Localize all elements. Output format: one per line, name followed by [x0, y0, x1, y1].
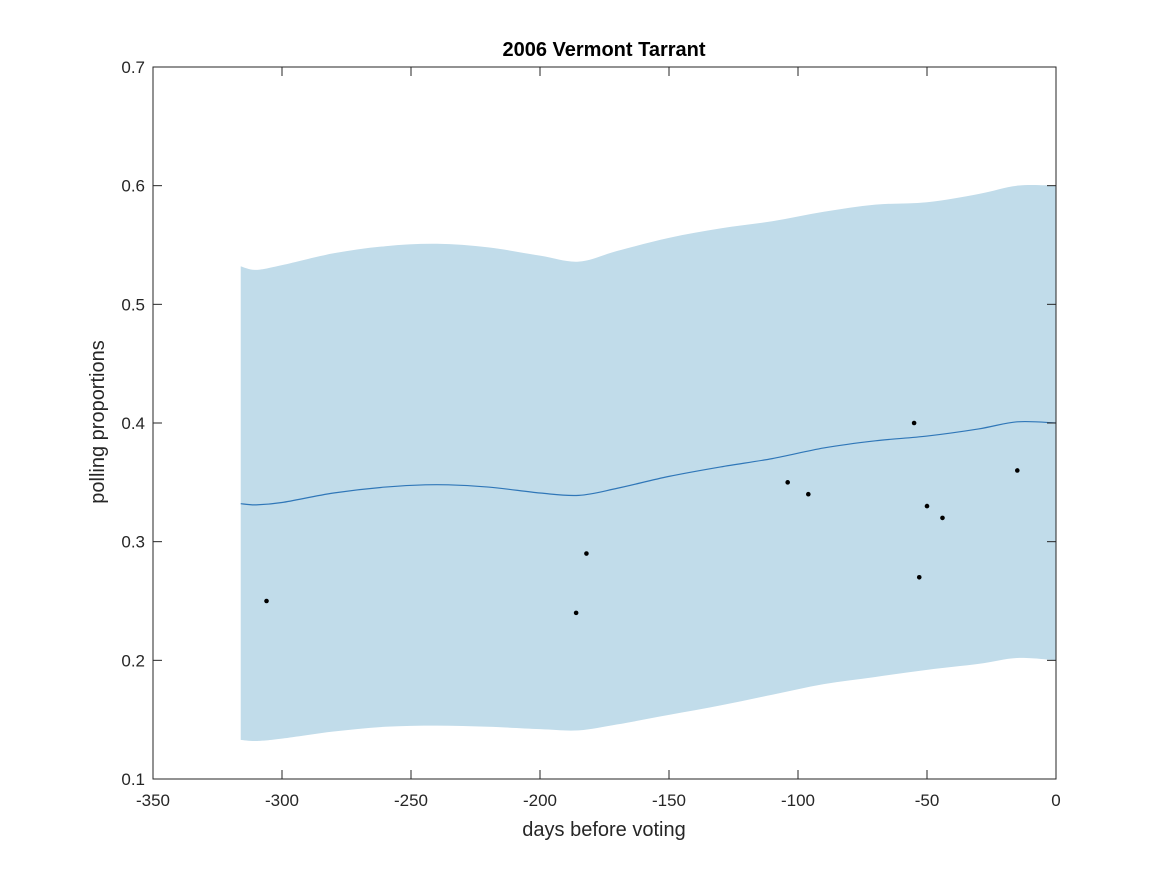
x-tick-label: -100	[781, 791, 815, 810]
chart-title: 2006 Vermont Tarrant	[502, 39, 705, 61]
poll-point	[940, 515, 945, 521]
y-tick-label: 0.1	[121, 770, 145, 789]
y-tick-label: 0.2	[121, 651, 145, 670]
y-tick-label: 0.6	[121, 177, 145, 196]
x-tick-label: -150	[652, 791, 686, 810]
mean-trend-line	[240, 420, 1057, 506]
x-tick-label: -50	[915, 791, 940, 810]
plot-area	[240, 185, 1057, 742]
x-tick-label: -300	[265, 791, 299, 810]
y-tick-label: 0.5	[121, 295, 145, 314]
poll-point	[911, 420, 917, 426]
y-tick-label: 0.7	[121, 58, 145, 77]
x-tick-label: -350	[136, 791, 170, 810]
poll-point	[264, 598, 269, 604]
x-tick-label: -250	[394, 791, 428, 810]
poll-point	[573, 610, 579, 616]
y-tick-label: 0.3	[121, 533, 145, 552]
poll-point	[924, 503, 930, 509]
x-tick-label: -200	[523, 791, 557, 810]
poll-point	[1015, 468, 1020, 473]
poll-point	[785, 480, 790, 485]
y-tick-label: 0.4	[121, 414, 145, 433]
poll-point	[916, 574, 922, 580]
x-tick-label: 0	[1051, 791, 1060, 810]
poll-point	[806, 491, 811, 497]
poll-point	[584, 551, 589, 556]
y-axis-label: polling proportions	[87, 340, 109, 503]
x-axis-label: days before voting	[522, 819, 685, 841]
confidence-band	[240, 185, 1057, 742]
axes: -350 -300 -250 -200 -150 -100 -50 0 0.1 0.2 0.3 0.4…	[121, 58, 1060, 810]
